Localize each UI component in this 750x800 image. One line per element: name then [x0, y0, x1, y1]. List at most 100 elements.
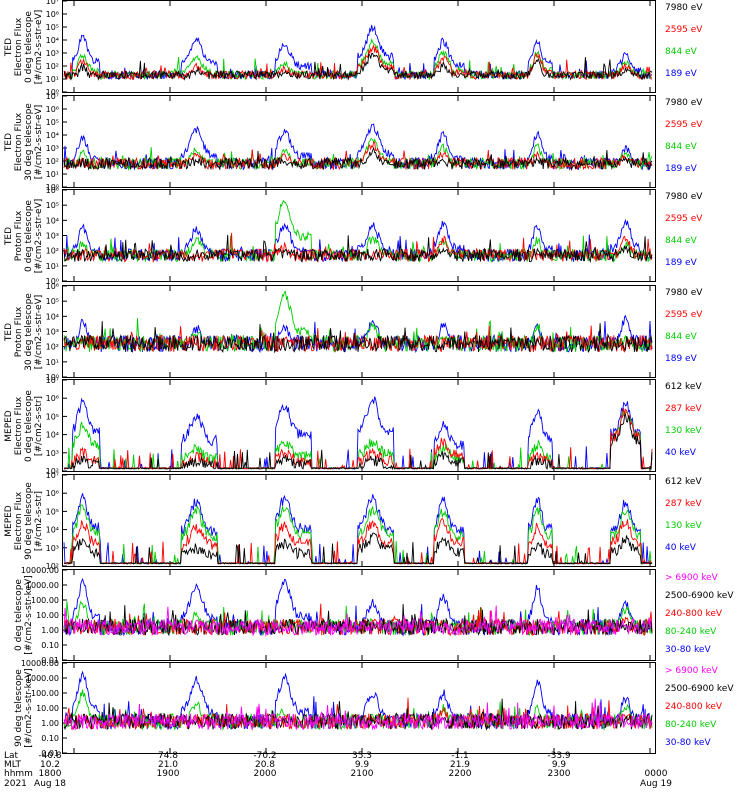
- y-tick-label: 1000.00: [26, 674, 59, 683]
- y-tick-label: 10²: [46, 467, 59, 476]
- y-axis-label-line: Electron Flux: [14, 396, 24, 455]
- y-axis-label: MEPED Electron Flux 0 deg telescope [#/cm2-…: [0, 379, 48, 472]
- legend-item: 189 eV: [665, 354, 697, 364]
- hhmm-value: 1900: [156, 769, 180, 779]
- y-tick-label: 10000.00: [21, 566, 59, 575]
- y-tick-label: 1.00: [41, 719, 59, 728]
- legend: 612 keV 287 keV 130 keV 40 keV: [665, 474, 750, 567]
- plot-frame: [62, 379, 656, 472]
- y-axis-label: MEPED Electron Flux 90 deg telescope [#/cm2…: [0, 474, 48, 567]
- y-tick-label: 0.01: [41, 656, 59, 665]
- plot-frame: [62, 0, 656, 93]
- series-trace: [63, 321, 653, 354]
- y-tick-label: 100.00: [31, 689, 59, 698]
- y-axis-label-line: 0 deg telescope: [24, 10, 34, 83]
- legend-item: 612 keV: [665, 382, 702, 392]
- legend-item: 7980 eV: [665, 98, 703, 108]
- y-tick-label: 10⁶: [46, 282, 59, 291]
- legend-item: > 6900 keV: [665, 666, 718, 676]
- y-axis-label-line: [#/cm2-s-str]: [34, 490, 44, 551]
- y-tick-label: 10⁶: [46, 394, 59, 403]
- date-label-end: Aug 19: [640, 779, 672, 789]
- y-axis-label-line: TED: [4, 322, 14, 341]
- legend-item: 130 keV: [665, 521, 702, 531]
- y-axis-label-line: 0 deg telescope: [14, 579, 24, 651]
- legend-item: > 6900 keV: [665, 573, 718, 583]
- y-axis-label-line: TED: [4, 37, 14, 56]
- plot-area: 10⁰ 10¹ 10² 10³ 10⁴ 10⁵ 10⁶: [46, 186, 656, 286]
- y-axis-label-line: Electron Flux: [14, 17, 24, 76]
- y-tick-label: 10²: [46, 343, 59, 352]
- mlt-value: 20.8: [254, 760, 276, 770]
- lat-value: -1.1: [451, 751, 469, 761]
- legend: 7980 eV 2595 eV 844 eV 189 eV: [665, 0, 750, 93]
- y-tick-label: 10¹: [46, 358, 59, 367]
- y-axis-label-line: Proton Flux: [14, 210, 24, 261]
- y-tick-label: 10³: [46, 544, 59, 553]
- legend: 612 keV 287 keV 130 keV 40 keV: [665, 379, 750, 472]
- y-tick-label: 10⁷: [46, 92, 59, 101]
- y-tick-label: 10⁵: [46, 23, 59, 32]
- lat-value: 35.3: [351, 751, 373, 761]
- y-tick-label: 10⁰: [46, 88, 59, 97]
- legend-item: 189 eV: [665, 69, 697, 79]
- hhmm-value: 2000: [253, 769, 277, 779]
- legend-item: 287 keV: [665, 499, 702, 509]
- y-tick-label: 10⁵: [46, 201, 59, 210]
- y-tick-label: 10⁴: [46, 216, 59, 225]
- legend-item: 844 eV: [665, 332, 697, 342]
- y-tick-label: 10²: [46, 157, 59, 166]
- y-tick-label: 10³: [46, 232, 59, 241]
- y-axis-label-line: MEPED: [4, 409, 14, 442]
- y-axis-label-line: 90 deg telescope: [14, 669, 24, 747]
- y-tick-label: 10.00: [36, 704, 59, 713]
- series-trace: [63, 698, 653, 731]
- y-tick-label: 10⁴: [46, 312, 59, 321]
- y-tick-label: 100.00: [31, 596, 59, 605]
- date-label-start: Aug 18: [34, 779, 66, 789]
- y-axis-label-line: [#/cm2-s-str-eV]: [34, 294, 44, 369]
- legend-item: 80-240 keV: [665, 627, 717, 637]
- y-axis-label: TED Proton Flux 30 deg telescope [#/cm2-s-s…: [0, 285, 48, 378]
- plot-frame: [62, 189, 656, 282]
- legend-item: 7980 eV: [665, 288, 703, 298]
- y-axis-label-line: [#/cm2-s-str]: [34, 395, 44, 456]
- y-tick-label: 10³: [46, 449, 59, 458]
- y-tick-label: 10⁵: [46, 507, 59, 516]
- y-tick-label: 10⁴: [46, 526, 59, 535]
- legend: 7980 eV 2595 eV 844 eV 189 eV: [665, 285, 750, 378]
- legend-item: 130 keV: [665, 426, 702, 436]
- hhmm-value: 2300: [547, 769, 571, 779]
- legend: 7980 eV 2595 eV 844 eV 189 eV: [665, 95, 750, 188]
- panel-6: MEPED Electron Flux 90 deg telescope [#/cm2…: [0, 471, 750, 571]
- plot-area: 10⁰ 10¹ 10² 10³ 10⁴ 10⁵ 10⁶ 10⁷: [46, 0, 656, 97]
- panel-8: 90 deg telescope [#/cm2-s-str-keV] 0.01 0.1…: [0, 659, 750, 758]
- y-axis-label-line: Electron Flux: [14, 491, 24, 550]
- y-axis-label-line: Electron Flux: [14, 112, 24, 171]
- plot-frame: [62, 95, 656, 188]
- legend-item: 240-800 keV: [665, 702, 723, 712]
- y-axis-label: TED Proton Flux 0 deg telescope [#/cm2-s-st…: [0, 189, 48, 282]
- plot-area: 10² 10³ 10⁴ 10⁵ 10⁶ 10⁷: [46, 471, 656, 571]
- plot-area: 10⁰ 10¹ 10² 10³ 10⁴ 10⁵ 10⁶: [46, 282, 656, 382]
- legend-item: 287 keV: [665, 404, 702, 414]
- plot-area: 0.01 0.10 1.00 10.00 100.00 1000.00 10000.00: [21, 566, 656, 665]
- y-tick-label: 10⁷: [46, 471, 59, 480]
- legend: > 6900 keV 2500-6900 keV 240-800 keV 80-240…: [665, 569, 750, 661]
- y-tick-label: 10⁷: [46, 0, 59, 6]
- y-tick-label: 0.10: [41, 641, 59, 650]
- series-trace: [63, 234, 653, 264]
- panel-5: MEPED Electron Flux 0 deg telescope [#/cm2-…: [0, 376, 750, 476]
- lat-value: -40.8: [38, 751, 62, 761]
- legend-item: 2500-6900 keV: [665, 684, 734, 694]
- y-axis-label-line: [#/cm2-s-str-eV]: [34, 104, 44, 179]
- hhmm-value: 2100: [350, 769, 374, 779]
- series-trace: [63, 53, 653, 81]
- y-tick-label: 10⁴: [46, 36, 59, 45]
- y-tick-label: 10⁷: [46, 376, 59, 385]
- y-axis-label-line: [#/cm2-s-str-eV]: [34, 9, 44, 84]
- legend: 7980 eV 2595 eV 844 eV 189 eV: [665, 189, 750, 282]
- mlt-value: 10.2: [39, 760, 61, 770]
- y-tick-label: 10⁶: [46, 10, 59, 19]
